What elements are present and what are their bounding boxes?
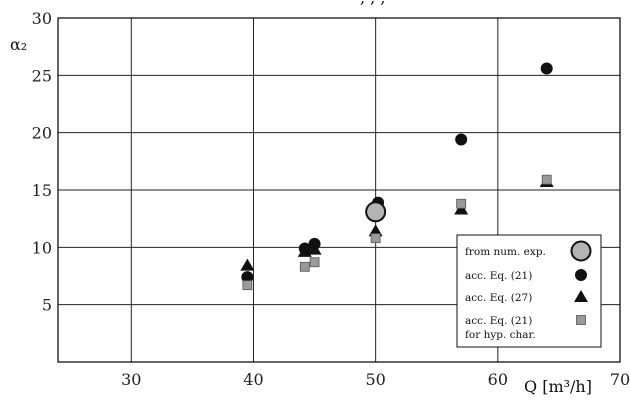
- y-tick-label: 5: [42, 296, 52, 315]
- legend-entry-label: acc. Eq. (27): [465, 292, 532, 304]
- legend: from num. exp. acc. Eq. (21) acc. Eq. (27)…: [456, 234, 602, 348]
- cropped-top-text: , , ,: [0, 0, 630, 10]
- y-tick-label: 10: [32, 238, 52, 257]
- x-tick-label: 50: [365, 370, 385, 389]
- legend-entry-label: from num. exp.: [465, 246, 546, 258]
- data-point: [455, 133, 468, 146]
- y-axis-label: α₂: [10, 35, 27, 54]
- y-tick-label: 20: [32, 124, 52, 143]
- y-tick-label: 15: [32, 181, 52, 200]
- y-tick-label: 25: [32, 66, 52, 85]
- data-point: [299, 261, 310, 272]
- data-point: [456, 198, 467, 209]
- data-point: [242, 280, 253, 291]
- x-tick-label: 40: [243, 370, 263, 389]
- y-tick-labels: 5 10 15 20 25 30: [32, 9, 52, 315]
- legend-entry-label: acc. Eq. (21): [465, 270, 532, 282]
- data-point: [365, 201, 387, 223]
- legend-entry-marker: [575, 269, 587, 281]
- x-tick-labels: 30 40 50 60 70: [121, 370, 630, 389]
- data-point: [540, 62, 553, 75]
- x-axis-label: Q [m³/h]: [524, 377, 592, 396]
- x-tick-label: 30: [121, 370, 141, 389]
- legend-entry-marker: [570, 240, 592, 262]
- series-square: [242, 174, 552, 291]
- x-tick-label: 60: [488, 370, 508, 389]
- legend-entry-marker: [574, 290, 588, 302]
- series-large-circle: [365, 201, 387, 223]
- legend-entry-marker: [576, 315, 586, 325]
- y-tick-label: 30: [32, 9, 52, 28]
- data-point: [241, 271, 254, 284]
- data-point: [370, 233, 381, 244]
- data-points: [240, 62, 554, 291]
- plot-frame: [57, 17, 621, 363]
- x-tick-label: 70: [610, 370, 630, 389]
- data-point: [307, 242, 322, 255]
- data-point: [541, 174, 552, 185]
- legend-entry-label: for hyp. char.: [465, 329, 536, 341]
- legend-entry-label: acc. Eq. (21): [465, 315, 532, 327]
- data-point: [240, 258, 255, 271]
- data-point: [309, 257, 320, 268]
